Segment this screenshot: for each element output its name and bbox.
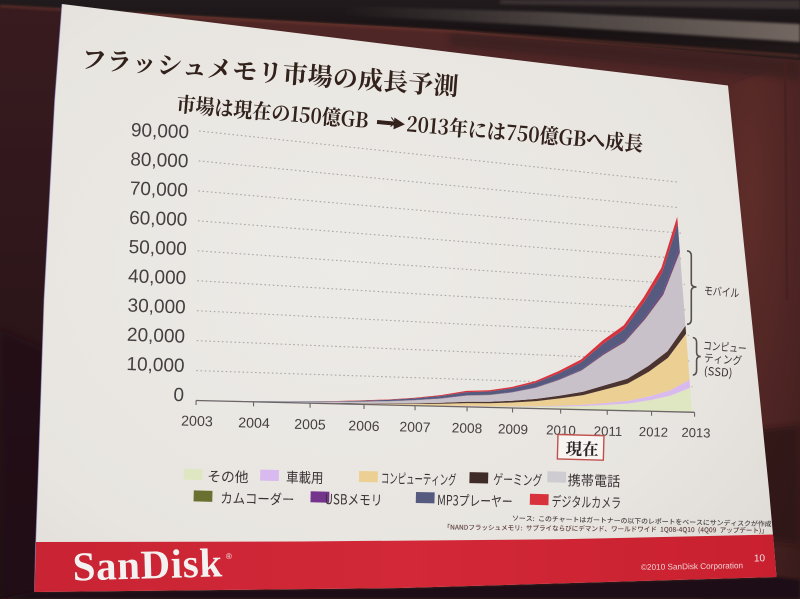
svg-text:0: 0 [173,385,184,406]
svg-text:30,000: 30,000 [127,295,186,318]
svg-text:2008: 2008 [452,420,483,436]
svg-text:2013: 2013 [681,425,710,441]
svg-text:10: 10 [754,553,766,564]
svg-text:2009: 2009 [498,421,528,437]
svg-text:©2010 SanDisk Corporation: ©2010 SanDisk Corporation [641,561,744,572]
svg-text:2006: 2006 [348,417,380,434]
svg-text:2007: 2007 [399,418,431,435]
svg-text:2003: 2003 [181,413,213,430]
svg-text:20,000: 20,000 [127,325,186,348]
svg-text:10,000: 10,000 [126,354,185,377]
svg-text:70,000: 70,000 [129,179,188,202]
svg-text:®: ® [226,552,232,561]
svg-text:2004: 2004 [238,415,270,432]
svg-text:2012: 2012 [639,424,669,440]
svg-text:2005: 2005 [294,416,326,433]
svg-text:90,000: 90,000 [131,120,190,143]
svg-text:50,000: 50,000 [128,237,187,260]
svg-text:80,000: 80,000 [130,149,189,172]
svg-text:60,000: 60,000 [129,208,188,231]
svg-text:40,000: 40,000 [128,266,187,289]
